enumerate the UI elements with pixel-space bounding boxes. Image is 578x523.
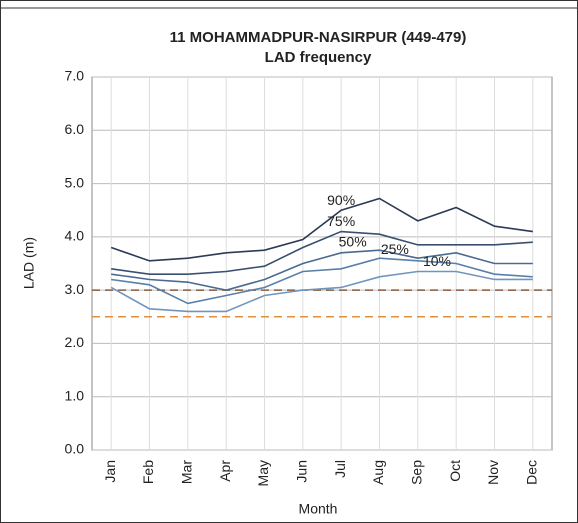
y-tick-label: 1.0	[65, 387, 85, 403]
y-tick-label: 3.0	[65, 281, 85, 297]
x-tick-label: Jan	[102, 460, 118, 483]
series-line	[110, 197, 533, 262]
series-line	[110, 270, 533, 313]
x-tick-label: Jun	[294, 460, 310, 483]
series-label: 25%	[381, 241, 409, 257]
chart-subtitle: LAD frequency	[265, 49, 372, 66]
x-tick-label: Sep	[409, 460, 425, 485]
series-label: 10%	[423, 253, 451, 269]
x-tick-label: Jul	[332, 460, 348, 478]
plot-area	[91, 76, 553, 451]
y-tick-label: 6.0	[65, 121, 85, 137]
x-tick-label: May	[255, 460, 271, 486]
series-line	[111, 257, 533, 305]
y-tick-label: 7.0	[65, 68, 85, 84]
x-tick-label: Feb	[140, 460, 156, 484]
x-axis-label: Month	[299, 501, 338, 517]
y-tick-label: 0.0	[65, 441, 85, 457]
series-line	[111, 230, 533, 275]
x-tick-label: Dec	[524, 460, 540, 485]
y-tick-label: 2.0	[65, 334, 85, 350]
chart-title: 11 MOHAMMADPUR-NASIRPUR (449-479)	[170, 29, 467, 46]
x-tick-label: Aug	[370, 460, 386, 485]
x-tick-label: Apr	[217, 460, 233, 482]
y-tick-label: 5.0	[65, 174, 85, 190]
series-label: 50%	[339, 234, 367, 250]
y-axis-label: LAD (m)	[21, 237, 37, 289]
series-line	[111, 249, 533, 291]
series-label: 75%	[327, 213, 355, 229]
x-tick-label: Nov	[485, 460, 501, 485]
x-tick-label: Mar	[179, 460, 195, 484]
series-label: 90%	[327, 192, 355, 208]
x-tick-label: Oct	[447, 460, 463, 482]
y-tick-label: 4.0	[65, 228, 85, 244]
